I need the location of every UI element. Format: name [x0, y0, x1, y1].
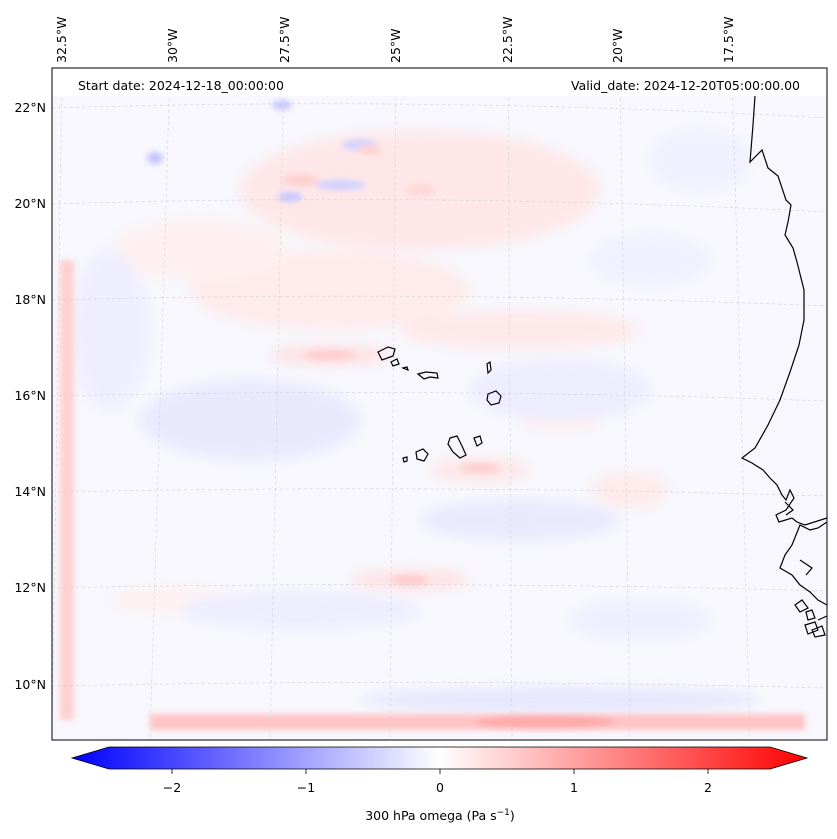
lon-label: 30°W [165, 28, 180, 63]
lon-label: 27.5°W [277, 17, 292, 63]
lat-label: 10°N [14, 677, 46, 692]
gridlines [52, 68, 827, 740]
colorbar-ticks: −2 −1 0 1 2 [163, 769, 712, 795]
sao-nicolau-island [416, 371, 439, 380]
lat-label: 22°N [14, 100, 46, 115]
latitude-labels: 22°N 20°N 18°N 16°N 14°N 12°N 10°N [14, 100, 46, 692]
longitude-labels: 32.5°W 30°W 27.5°W 25°W 22.5°W 20°W 17.5… [54, 17, 736, 63]
valid-date-label: Valid_date: 2024-12-20T05:00:00.00 [571, 78, 800, 93]
africa-coastline [740, 95, 827, 526]
lat-label: 14°N [14, 484, 46, 499]
maio-island [473, 435, 483, 447]
lat-label: 20°N [14, 196, 46, 211]
colorbar-tick-label: 0 [436, 780, 444, 795]
colorbar-bar [70, 746, 809, 770]
coastlines [377, 95, 827, 638]
lon-label: 22.5°W [500, 17, 515, 63]
lon-label: 17.5°W [721, 17, 736, 63]
header-band [52, 68, 827, 96]
colorbar-tick-label: 2 [704, 780, 712, 795]
lon-label: 25°W [388, 28, 403, 63]
santiago-island [447, 435, 467, 459]
colorbar-label: 300 hPa omega (Pa s−1) [365, 808, 515, 823]
lon-label: 32.5°W [54, 17, 69, 63]
map-frame [51, 67, 828, 741]
start-date-label: Start date: 2024-12-18_00:00:00 [78, 78, 284, 93]
omega-field [52, 68, 827, 740]
sal-island [486, 360, 492, 375]
colorbar-tick-label: 1 [570, 780, 578, 795]
colorbar-tick-label: −2 [163, 780, 181, 795]
colorbar: −2 −1 0 1 2 300 hPa omega (Pa s−1) [70, 746, 809, 823]
colorbar-tick-label: −1 [297, 780, 315, 795]
guinea-bissau-coast [779, 521, 827, 606]
santa-luzia-island [401, 366, 409, 372]
brava-island [402, 456, 408, 463]
santo-antao-island [377, 346, 396, 361]
sao-vicente-island [390, 358, 400, 367]
lat-label: 16°N [14, 388, 46, 403]
lon-label: 20°W [610, 28, 625, 63]
boa-vista-island [486, 390, 502, 406]
lat-label: 12°N [14, 580, 46, 595]
lat-label: 18°N [14, 292, 46, 307]
fogo-island [415, 448, 429, 462]
